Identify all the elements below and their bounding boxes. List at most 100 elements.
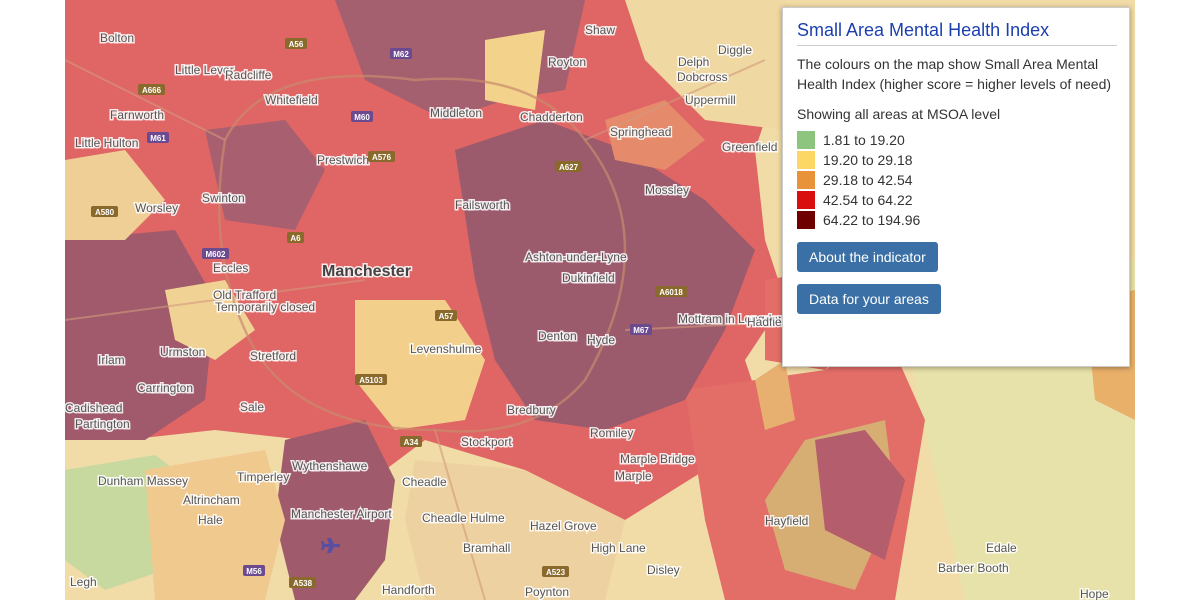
place-label: Bolton bbox=[100, 31, 134, 45]
road-shield bbox=[655, 286, 687, 297]
place-label: Dunham Massey bbox=[98, 474, 188, 488]
place-label: Stockport bbox=[461, 435, 512, 449]
road-shield bbox=[355, 374, 387, 385]
legend-item: 1.81 to 19.20 bbox=[797, 130, 1117, 150]
place-label: Worsley bbox=[135, 201, 178, 215]
place-label: Hayfield bbox=[765, 514, 808, 528]
area bbox=[145, 450, 285, 600]
road-label: M62 bbox=[393, 50, 409, 59]
area bbox=[815, 430, 905, 560]
button[interactable]: About the indicator bbox=[797, 242, 938, 272]
road-shield bbox=[351, 111, 373, 122]
place-label: Mossley bbox=[645, 183, 689, 197]
panel-title: Small Area Mental Health Index bbox=[797, 20, 1117, 46]
road-label: A56 bbox=[289, 40, 304, 49]
area bbox=[65, 230, 215, 440]
place-label: Diggle bbox=[718, 43, 752, 57]
legend-swatch bbox=[797, 151, 815, 169]
place-label: Old Trafford bbox=[213, 288, 276, 302]
place-label: Mottram in Longdendale bbox=[678, 312, 808, 326]
legend-item: 29.18 to 42.54 bbox=[797, 170, 1117, 190]
button[interactable]: Data for your areas bbox=[797, 284, 941, 314]
place-label: Springhead bbox=[610, 125, 671, 139]
road-shield bbox=[285, 38, 307, 49]
place-label: Temporarily closed bbox=[215, 300, 315, 314]
place-label: Hope bbox=[1080, 587, 1109, 600]
button-row: About the indicator bbox=[797, 230, 1117, 272]
place-label: Partington bbox=[75, 417, 130, 431]
place-label: High Lane bbox=[591, 541, 646, 555]
place-label: Hazel Grove bbox=[530, 519, 597, 533]
place-label: Carrington bbox=[137, 381, 193, 395]
place-label: Little Lever bbox=[175, 63, 234, 77]
road-shield bbox=[435, 310, 457, 321]
place-label: Radcliffe bbox=[225, 68, 272, 82]
road-shield bbox=[287, 232, 304, 243]
road-label: M56 bbox=[246, 567, 262, 576]
area bbox=[355, 300, 485, 430]
road-label: A538 bbox=[293, 579, 313, 588]
road-shield bbox=[555, 161, 582, 172]
place-label: Hyde bbox=[587, 333, 615, 347]
place-label: Prestwich bbox=[317, 153, 369, 167]
legend-swatch bbox=[797, 191, 815, 209]
place-label: Irlam bbox=[98, 353, 125, 367]
road-shield bbox=[368, 151, 395, 162]
legend-label: 64.22 to 194.96 bbox=[823, 212, 921, 228]
place-label: Uppermill bbox=[685, 93, 736, 107]
place-label: Urmston bbox=[160, 345, 205, 359]
place-label: Whitefield bbox=[265, 93, 318, 107]
place-label: Failsworth bbox=[455, 198, 510, 212]
area bbox=[65, 150, 165, 240]
place-label: Barber Booth bbox=[938, 561, 1009, 575]
area bbox=[455, 120, 755, 430]
road-label: A5103 bbox=[359, 376, 383, 385]
place-label: Levenshulme bbox=[410, 342, 482, 356]
place-label: Shaw bbox=[585, 23, 615, 37]
button-row: Data for your areas bbox=[797, 272, 1117, 314]
road-label: A57 bbox=[439, 312, 454, 321]
place-label: Sale bbox=[240, 400, 264, 414]
road-shield bbox=[202, 248, 229, 259]
area bbox=[275, 420, 395, 600]
road-label: A666 bbox=[142, 86, 162, 95]
legend-swatch bbox=[797, 171, 815, 189]
legend-swatch bbox=[797, 131, 815, 149]
road-label: A34 bbox=[404, 438, 419, 447]
area bbox=[485, 30, 545, 110]
place-label: Dobcross bbox=[677, 70, 728, 84]
road-label: M61 bbox=[150, 134, 166, 143]
place-label: Swinton bbox=[202, 191, 245, 205]
road-shield bbox=[147, 132, 169, 143]
legend-item: 19.20 to 29.18 bbox=[797, 150, 1117, 170]
road-shield bbox=[91, 206, 118, 217]
place-label: Legh bbox=[70, 575, 97, 589]
area bbox=[405, 460, 625, 600]
place-label: Cadishead bbox=[65, 401, 122, 415]
place-label: Hadfield bbox=[747, 315, 791, 329]
road-label: A580 bbox=[95, 208, 115, 217]
motorway bbox=[218, 74, 627, 433]
place-label: Edale bbox=[986, 541, 1017, 555]
area bbox=[625, 0, 825, 130]
legend-label: 42.54 to 64.22 bbox=[823, 192, 913, 208]
area bbox=[205, 120, 325, 230]
place-label: Manchester bbox=[322, 263, 411, 280]
place-label: Poynton bbox=[525, 585, 569, 599]
place-label: Hale bbox=[198, 513, 223, 527]
place-label: Dukinfield bbox=[562, 271, 615, 285]
place-label: Cheadle Hulme bbox=[422, 511, 505, 525]
place-label: Bredbury bbox=[507, 403, 556, 417]
road-label: A6018 bbox=[659, 288, 683, 297]
panel-description: The colours on the map show Small Area M… bbox=[797, 56, 1112, 92]
road-shield bbox=[138, 84, 165, 95]
place-label: Marple bbox=[615, 469, 652, 483]
place-label: Farnworth bbox=[110, 108, 164, 122]
road-shield bbox=[630, 324, 652, 335]
place-label: Chadderton bbox=[520, 110, 583, 124]
road-label: M67 bbox=[633, 326, 649, 335]
place-label: Little Hulton bbox=[75, 136, 138, 150]
legend-item: 42.54 to 64.22 bbox=[797, 190, 1117, 210]
road-label: A6 bbox=[290, 234, 301, 243]
